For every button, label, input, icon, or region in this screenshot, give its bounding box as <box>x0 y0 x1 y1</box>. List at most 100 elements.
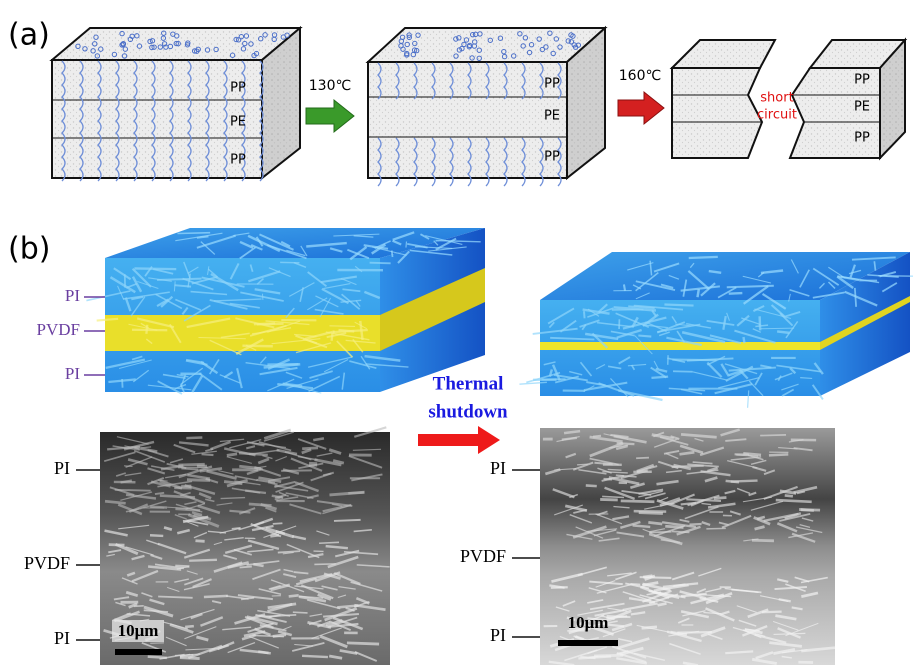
layer-label: PP <box>230 153 246 168</box>
label-leaders <box>84 297 105 375</box>
layer-label: PP <box>854 131 870 146</box>
fiber <box>689 257 718 258</box>
layer-label: PI <box>490 458 506 478</box>
fiber <box>593 436 601 437</box>
fiber <box>642 627 657 628</box>
fiber <box>586 485 597 486</box>
layer-label: PVDF <box>460 546 506 566</box>
layer-label: PP <box>854 73 870 88</box>
fiber <box>370 263 391 264</box>
fiber <box>648 522 662 524</box>
fiber <box>155 493 164 494</box>
arrow <box>418 426 500 454</box>
fiber <box>664 304 693 305</box>
pvdf-layer <box>540 342 820 350</box>
fiber <box>799 509 814 510</box>
layer-label: PP <box>544 77 560 92</box>
fiber <box>181 469 198 470</box>
scale-bar-label: 10μm <box>118 621 159 640</box>
note: circuit <box>757 108 797 123</box>
fiber <box>319 542 339 543</box>
fiber <box>249 504 272 506</box>
transition-label: shutdown <box>428 401 508 422</box>
fiber <box>329 326 355 327</box>
label-leaders <box>512 470 540 637</box>
layer-label: PP <box>544 150 560 165</box>
panel-label: (a) <box>8 18 50 53</box>
fiber <box>289 595 299 596</box>
fiber <box>584 311 585 318</box>
fiber <box>636 458 649 459</box>
fiber <box>760 328 794 329</box>
layer-label: PP <box>230 81 246 96</box>
fiber <box>760 435 786 436</box>
fiber <box>602 496 624 497</box>
layer-label: PI <box>54 458 70 478</box>
fiber <box>714 497 727 498</box>
fiber <box>706 528 725 529</box>
box-top <box>672 40 775 68</box>
fiber <box>204 596 228 597</box>
fiber <box>726 481 739 482</box>
fiber <box>313 438 324 440</box>
fiber <box>760 316 761 330</box>
fiber <box>240 567 252 568</box>
fiber <box>769 454 788 455</box>
separator-box <box>368 28 605 178</box>
fiber <box>800 378 812 379</box>
transition-label: Thermal <box>433 373 504 394</box>
fiber <box>600 499 618 500</box>
layer-label: PI <box>54 628 70 648</box>
scale-bar-label: 10μm <box>568 613 609 632</box>
fiber <box>777 331 789 332</box>
fiber <box>227 454 237 456</box>
arrow-label: 160℃ <box>619 68 661 84</box>
fiber <box>672 531 690 532</box>
fiber <box>150 535 163 536</box>
fiber <box>658 603 667 605</box>
fiber <box>175 509 200 511</box>
layer-label: PI <box>65 286 80 305</box>
layer-label: PE <box>230 115 246 130</box>
fiber <box>189 560 217 561</box>
label-leaders <box>76 470 100 640</box>
arrow <box>618 92 664 124</box>
fiber <box>785 495 793 496</box>
scale-bar <box>558 640 618 646</box>
fiber <box>187 480 210 481</box>
layer-label: PVDF <box>37 320 80 339</box>
scale-bar <box>115 649 162 655</box>
fiber <box>293 612 308 613</box>
fiber <box>302 656 328 657</box>
fiber <box>202 454 214 455</box>
fiber <box>743 337 744 343</box>
arrow-label: 130℃ <box>309 78 351 94</box>
fiber <box>132 330 167 331</box>
fiber <box>608 469 622 470</box>
fiber <box>729 293 743 294</box>
layer-label: PE <box>544 109 560 124</box>
figure: (a) PP PE PP 130℃ PP PE PP 160℃ PP <box>0 0 913 665</box>
fiber <box>195 541 204 542</box>
fiber <box>621 501 655 502</box>
fiber <box>150 507 167 508</box>
fiber <box>348 492 364 493</box>
fiber <box>406 241 407 247</box>
layer-label: PE <box>854 100 870 115</box>
fiber <box>332 333 333 341</box>
fiber <box>638 336 651 337</box>
fiber <box>697 289 698 297</box>
fiber <box>639 513 663 514</box>
fiber <box>224 482 242 484</box>
fiber <box>273 523 283 524</box>
arrow <box>306 100 354 132</box>
note: short <box>760 91 793 106</box>
layer-label: PI <box>65 364 80 383</box>
fiber <box>752 540 774 541</box>
page: (a) PP PE PP 130℃ PP PE PP 160℃ PP <box>0 0 913 665</box>
layer-label: PI <box>490 625 506 645</box>
fiber <box>874 261 875 271</box>
fiber <box>551 587 568 588</box>
fiber <box>624 284 625 291</box>
fiber <box>141 447 151 448</box>
